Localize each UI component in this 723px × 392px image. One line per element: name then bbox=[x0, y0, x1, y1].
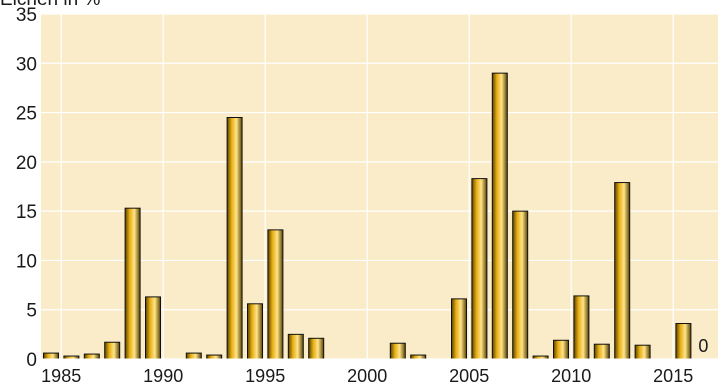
y-tick-label: 0 bbox=[26, 350, 37, 371]
bar-1989 bbox=[145, 296, 161, 360]
bar-2013 bbox=[634, 344, 651, 360]
x-axis-ticks: 1985 1990 1995 2000 2005 2010 2015 bbox=[41, 366, 693, 386]
grid-lines bbox=[41, 13, 718, 360]
bar-1986 bbox=[83, 353, 100, 360]
y-tick-label: 35 bbox=[16, 5, 37, 26]
bar-2011 bbox=[593, 343, 610, 360]
bar-2009 bbox=[553, 339, 569, 360]
data-label: 0 bbox=[698, 336, 708, 356]
bar-2012 bbox=[614, 182, 631, 360]
x-tick-label: 2015 bbox=[653, 366, 693, 386]
x-tick-label: 1995 bbox=[245, 366, 285, 386]
bar-1996 bbox=[287, 333, 304, 360]
bar-1994 bbox=[247, 303, 263, 360]
x-tick-label: 1990 bbox=[143, 366, 183, 386]
y-tick-label: 15 bbox=[16, 202, 37, 223]
bar-1991 bbox=[185, 352, 202, 360]
y-axis-ticks: 0 5 10 15 20 25 30 35 bbox=[16, 5, 37, 371]
bar-1992 bbox=[206, 354, 223, 360]
bar-2006 bbox=[491, 72, 508, 360]
bar-2002 bbox=[410, 354, 427, 360]
bar-2007 bbox=[512, 210, 529, 360]
y-tick-label: 5 bbox=[26, 301, 37, 322]
bar-1984 bbox=[43, 352, 59, 360]
bar-2005 bbox=[471, 178, 488, 360]
bar-1988 bbox=[124, 207, 141, 360]
x-tick-label: 1985 bbox=[41, 366, 81, 386]
bar-2001 bbox=[389, 342, 406, 360]
bar-2010 bbox=[573, 295, 590, 360]
y-axis-title: Eichen in % bbox=[0, 0, 100, 10]
y-tick-label: 20 bbox=[16, 153, 37, 174]
bar-1993 bbox=[226, 117, 243, 360]
annotations: 0 bbox=[698, 336, 708, 356]
bar-1995 bbox=[267, 229, 284, 360]
x-tick-label: 2005 bbox=[449, 366, 489, 386]
y-tick-label: 10 bbox=[16, 251, 37, 272]
x-tick-label: 2000 bbox=[347, 366, 387, 386]
x-tick-label: 2010 bbox=[551, 366, 591, 386]
bar-1987 bbox=[104, 341, 121, 360]
bar-2015 bbox=[675, 323, 692, 360]
y-tick-label: 30 bbox=[16, 54, 37, 75]
bar-2004 bbox=[451, 298, 467, 360]
bar-1997 bbox=[308, 337, 325, 360]
y-tick-label: 25 bbox=[16, 104, 37, 125]
